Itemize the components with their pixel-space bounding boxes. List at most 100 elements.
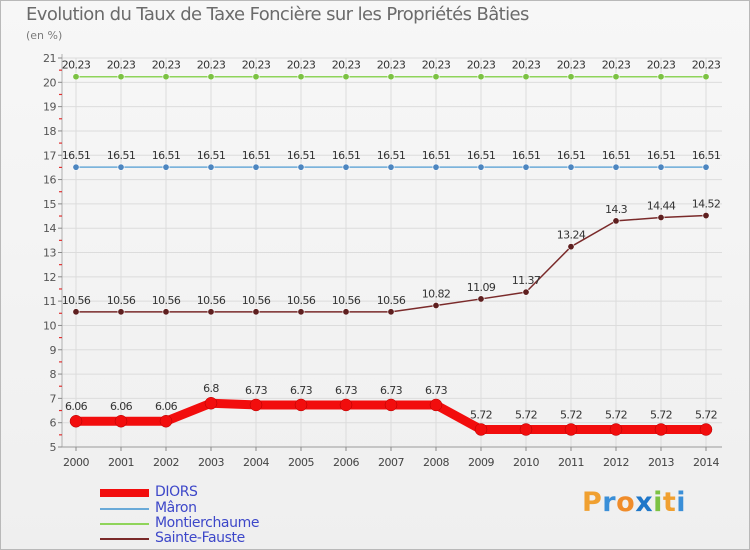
- data-label-montierchaume: 20.23: [422, 59, 451, 72]
- data-point-sainte-fauste: [567, 243, 575, 251]
- data-point-montierchaume: [162, 73, 170, 81]
- data-label-maron: 16.51: [377, 149, 406, 162]
- data-point-sainte-fauste: [297, 308, 305, 316]
- y-tick-label: 12: [43, 271, 56, 284]
- data-label-sainte-fauste: 10.82: [422, 288, 451, 301]
- data-label-montierchaume: 20.23: [692, 59, 721, 72]
- y-tick-label: 15: [43, 198, 56, 211]
- data-point-sainte-fauste: [207, 308, 215, 316]
- data-point-sainte-fauste: [657, 213, 665, 221]
- data-label-maron: 16.51: [692, 149, 721, 162]
- data-label-diors: 6.06: [65, 400, 88, 413]
- legend-item-diors: DIORS: [100, 484, 300, 500]
- data-point-montierchaume: [72, 73, 80, 81]
- data-label-sainte-fauste: 10.56: [242, 294, 271, 307]
- legend-swatch-maron: [100, 508, 149, 510]
- y-tick-label: 20: [43, 76, 56, 89]
- y-tick-label: 11: [43, 295, 56, 308]
- data-point-maron: [702, 163, 710, 171]
- y-tick-label: 5: [50, 441, 57, 454]
- data-label-sainte-fauste: 10.56: [62, 294, 91, 307]
- data-label-montierchaume: 20.23: [197, 59, 226, 72]
- data-label-montierchaume: 20.23: [377, 59, 406, 72]
- y-tick-label: 18: [43, 125, 56, 138]
- data-label-sainte-fauste: 14.52: [692, 198, 721, 211]
- data-label-maron: 16.51: [152, 149, 181, 162]
- data-point-maron: [477, 163, 485, 171]
- data-label-montierchaume: 20.23: [557, 59, 586, 72]
- data-point-sainte-fauste: [387, 308, 395, 316]
- data-label-maron: 16.51: [422, 149, 451, 162]
- x-tick-label: 2000: [63, 456, 89, 469]
- data-point-maron: [432, 163, 440, 171]
- legend-item-maron: Mâron: [100, 500, 300, 516]
- data-point-montierchaume: [387, 73, 395, 81]
- data-label-montierchaume: 20.23: [242, 59, 271, 72]
- data-point-montierchaume: [297, 73, 305, 81]
- data-label-montierchaume: 20.23: [287, 59, 316, 72]
- data-label-sainte-fauste: 14.3: [605, 203, 628, 216]
- x-tick-label: 2009: [468, 456, 494, 469]
- x-tick-label: 2012: [603, 456, 629, 469]
- data-point-sainte-fauste: [117, 308, 125, 316]
- data-point-diors: [384, 398, 398, 412]
- data-point-maron: [612, 163, 620, 171]
- y-tick-label: 7: [50, 392, 57, 405]
- data-point-diors: [519, 423, 533, 436]
- logo-letter: i: [653, 487, 663, 518]
- y-tick-label: 16: [43, 174, 56, 187]
- data-label-maron: 16.51: [197, 149, 226, 162]
- data-label-maron: 16.51: [242, 149, 271, 162]
- y-tick-label: 14: [43, 222, 56, 235]
- data-point-diors: [339, 398, 353, 412]
- y-tick-label: 21: [43, 52, 56, 65]
- y-tick-label: 19: [43, 101, 56, 114]
- data-point-diors: [114, 414, 128, 428]
- x-tick-label: 2011: [558, 456, 584, 469]
- data-point-montierchaume: [117, 73, 125, 81]
- data-label-diors: 6.8: [203, 382, 219, 395]
- data-point-montierchaume: [207, 73, 215, 81]
- data-point-montierchaume: [702, 73, 710, 81]
- data-label-diors: 5.72: [560, 408, 582, 421]
- logo-letter: P: [582, 487, 603, 518]
- data-point-maron: [252, 163, 260, 171]
- data-point-montierchaume: [612, 73, 620, 81]
- data-label-montierchaume: 20.23: [602, 59, 631, 72]
- data-point-montierchaume: [432, 73, 440, 81]
- data-label-maron: 16.51: [557, 149, 586, 162]
- data-label-montierchaume: 20.23: [647, 59, 676, 72]
- data-point-montierchaume: [567, 73, 575, 81]
- data-label-diors: 6.73: [245, 384, 268, 397]
- x-tick-label: 2002: [153, 456, 179, 469]
- data-label-diors: 6.73: [425, 384, 448, 397]
- data-point-sainte-fauste: [252, 308, 260, 316]
- data-point-maron: [657, 163, 665, 171]
- data-label-maron: 16.51: [647, 149, 676, 162]
- data-point-maron: [567, 163, 575, 171]
- data-point-maron: [297, 163, 305, 171]
- data-label-sainte-fauste: 10.56: [197, 294, 226, 307]
- y-tick-label: 6: [50, 417, 57, 430]
- legend-label-sainte-fauste: Sainte-Fauste: [155, 530, 245, 546]
- x-tick-label: 2001: [108, 456, 134, 469]
- data-point-diors: [159, 414, 173, 428]
- data-label-diors: 5.72: [515, 408, 537, 421]
- data-label-sainte-fauste: 10.56: [152, 294, 181, 307]
- data-label-maron: 16.51: [602, 149, 631, 162]
- data-point-maron: [522, 163, 530, 171]
- legend-item-montierchaume: Montierchaume: [100, 515, 300, 531]
- logo-letter: r: [602, 487, 617, 518]
- y-tick-label: 17: [43, 149, 56, 162]
- data-point-maron: [342, 163, 350, 171]
- legend-label-maron: Mâron: [155, 500, 197, 516]
- data-label-diors: 5.72: [695, 408, 717, 421]
- data-label-montierchaume: 20.23: [512, 59, 541, 72]
- x-tick-label: 2004: [243, 456, 269, 469]
- data-point-diors: [654, 423, 668, 436]
- legend-label-montierchaume: Montierchaume: [155, 515, 260, 531]
- x-tick-label: 2013: [648, 456, 674, 469]
- logo-letter: x: [635, 487, 654, 518]
- data-label-diors: 5.72: [650, 408, 672, 421]
